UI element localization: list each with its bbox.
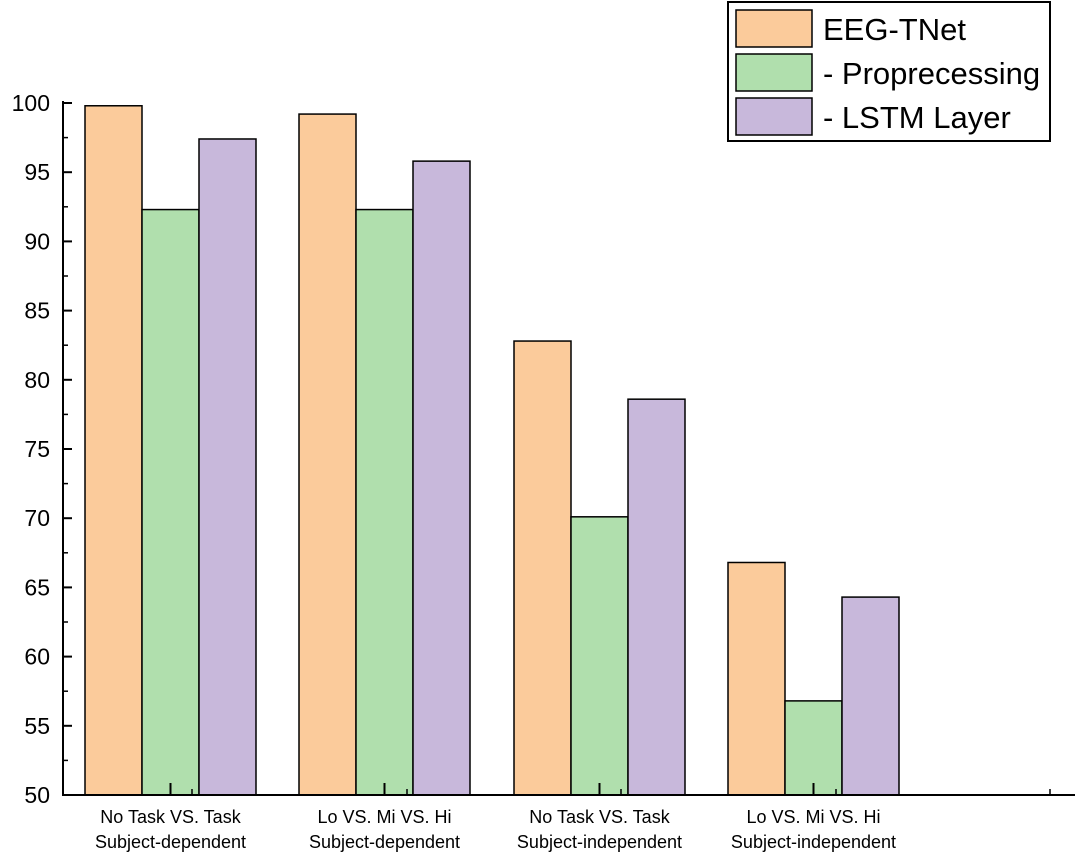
y-tick-label: 95: [24, 159, 50, 185]
x-category-label: Subject-dependent: [95, 832, 246, 852]
y-tick-label: 90: [24, 228, 50, 254]
bar-3-4: [841, 596, 900, 796]
bar-2-1: [141, 208, 200, 796]
axes-group: 50 55 60 65 70 75 80 85 90 95 100 No Task VS. Task S…: [12, 90, 1075, 852]
bar-2-3: [570, 516, 629, 796]
y-tick-label: 70: [24, 505, 50, 531]
bar-3-1: [198, 138, 257, 796]
legend: EEG-TNet - Proprecessing - LSTM Layer: [727, 1, 1051, 142]
x-category-label: No Task VS. Task: [529, 807, 670, 827]
y-tick-label: 80: [24, 367, 50, 393]
y-tick-label: 55: [24, 713, 50, 739]
x-category-label: Lo VS. Mi VS. Hi: [746, 807, 880, 827]
bar-1-2: [298, 113, 357, 796]
bar-3-3: [627, 398, 686, 796]
legend-label-1: EEG-TNet: [823, 12, 966, 47]
bars-group: [84, 105, 900, 796]
bar-1-1: [84, 105, 143, 796]
x-category-label: Lo VS. Mi VS. Hi: [317, 807, 451, 827]
bar-3-2: [412, 160, 471, 796]
y-tick-label: 65: [24, 574, 50, 600]
x-category-label: Subject-dependent: [309, 832, 460, 852]
x-category-label: No Task VS. Task: [100, 807, 241, 827]
legend-swatch-1: [735, 9, 813, 48]
y-tick-label: 50: [24, 782, 50, 808]
legend-swatch-2: [735, 53, 813, 92]
bar-2-2: [355, 208, 414, 796]
bar-2-4: [784, 700, 843, 796]
legend-label-3: - LSTM Layer: [823, 100, 1011, 135]
x-category-label: Subject-independent: [517, 832, 682, 852]
legend-label-2: - Proprecessing: [823, 56, 1040, 91]
y-tick-label: 75: [24, 436, 50, 462]
bar-1-4: [727, 561, 786, 796]
y-tick-label: 85: [24, 298, 50, 324]
y-tick-label: 60: [24, 644, 50, 670]
y-tick-label: 100: [12, 90, 50, 116]
x-category-label: Subject-independent: [731, 832, 896, 852]
legend-swatch-3: [735, 97, 813, 136]
bar-1-3: [513, 340, 572, 796]
